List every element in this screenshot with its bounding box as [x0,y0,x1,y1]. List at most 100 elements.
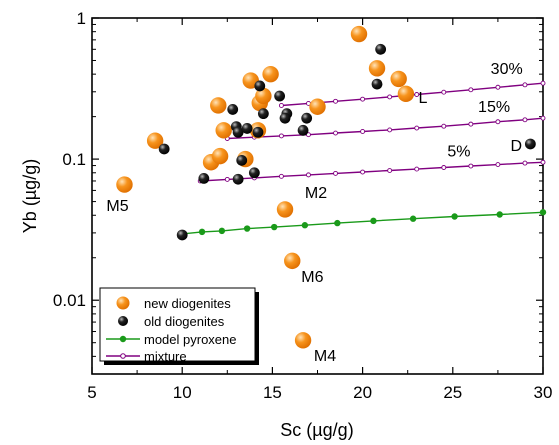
model-pyroxene-point [451,213,458,220]
model-pyroxene-point [496,211,503,218]
model-pyroxene-point [243,225,251,232]
mixture-point [540,159,546,165]
legend-new-diogenites-label: new diogenites [144,296,231,311]
old-diogenite-point [254,80,266,92]
new-diogenite-point [276,201,294,218]
old-diogenite-point [297,124,309,136]
mixture-point [495,84,501,90]
legend-new-diogenites-marker [116,296,130,310]
x-tick-label: 25 [443,383,462,402]
old-diogenite-point [158,143,170,155]
new-diogenite-point [146,132,164,149]
annotation-label: 30% [491,61,523,78]
legend-mixture-label: mixture [144,349,187,364]
x-tick-label: 20 [353,383,372,402]
old-diogenite-point [274,90,286,102]
old-diogenite-point [241,123,253,134]
legend-old-diogenites-marker [118,316,128,326]
new-diogenite-point [116,176,133,193]
mixture-point [540,115,546,121]
old-diogenite-point [252,126,264,138]
series-points [116,25,536,349]
old-diogenite-point [198,172,210,184]
mixture-point [278,103,284,108]
y-tick-label: 0.1 [62,150,86,169]
model-pyroxene-point [198,228,206,236]
old-diogenite-point [176,229,188,241]
old-diogenite-point [279,112,291,124]
mixture-point [387,168,393,173]
old-diogenite-point [232,173,244,185]
new-diogenite-point [255,87,272,105]
model-pyroxene-point [218,227,226,235]
mixture-point [441,89,447,95]
mixture-point [333,130,338,136]
annotation-label: M6 [301,269,323,286]
series-lines [179,80,547,238]
mixture-point [468,121,474,127]
mixture-point [522,160,528,166]
old-diogenite-point [301,112,313,124]
new-diogenite-point [284,252,301,270]
y-tick-label: 1 [77,9,86,28]
mixture-point [224,176,230,182]
model-pyroxene-point [370,217,377,225]
mixture-point [414,92,420,97]
annotation-label: D [511,138,523,155]
new-diogenite-point [294,332,312,349]
legend-model-pyroxene-marker [119,335,127,343]
mixture-point [360,169,366,175]
x-tick-label: 10 [173,383,192,402]
mixture-point [441,123,447,129]
x-axis-title: Sc (µg/g) [280,420,353,440]
mixture-point [414,125,420,131]
mixture-point [540,80,546,86]
model-pyroxene-point [271,223,278,231]
mixture-point [495,162,501,168]
old-diogenite-point [236,154,248,166]
new-diogenite-point [390,70,407,88]
new-diogenite-point [262,65,279,83]
annotation-label: M2 [305,185,327,202]
new-diogenite-point [368,60,386,77]
mixture-point [360,129,366,134]
annotation-label: L [419,90,428,107]
annotation-label: M4 [314,348,336,365]
old-diogenite-point [371,78,383,90]
model-pyroxene-line [182,211,544,235]
model-pyroxene-point [334,219,341,227]
mixture-point [360,96,366,102]
mixture-point [278,133,284,139]
x-tick-label: 30 [534,383,553,402]
model-pyroxene-point [301,222,309,229]
legend-old-diogenites-label: old diogenites [144,314,225,329]
mixture-point [441,165,447,170]
x-tick-label: 15 [263,383,282,402]
legend-model-pyroxene-label: model pyroxene [144,332,237,347]
old-diogenite-point [248,167,260,179]
model-pyroxene-point [539,209,547,216]
new-diogenite-point [211,147,229,165]
legend: new diogenites old diogenites model pyro… [99,287,259,365]
new-diogenite-point [210,97,227,114]
old-diogenite-point [227,104,239,115]
mixture-point [278,173,284,179]
mixture-line [200,161,544,182]
annotations: 30% 15% 5% L D M5 M2 M6 M4 [106,61,522,365]
model-pyroxene-point [409,215,417,222]
y-axis-title: Yb (µg/g) [20,159,40,233]
y-tick-label: 0.01 [53,291,86,310]
mixture-point [468,163,474,169]
old-diogenite-point [375,43,387,55]
mixture-point [522,117,528,123]
mixture-point [522,82,528,88]
annotation-label: 5% [447,144,470,161]
mixture-point [495,119,501,125]
mixture-point [333,98,338,104]
mixture-point [333,170,338,176]
mixture-point [387,127,393,133]
new-diogenite-point [397,85,415,103]
new-diogenite-point [350,25,368,43]
new-diogenite-point [215,122,232,139]
